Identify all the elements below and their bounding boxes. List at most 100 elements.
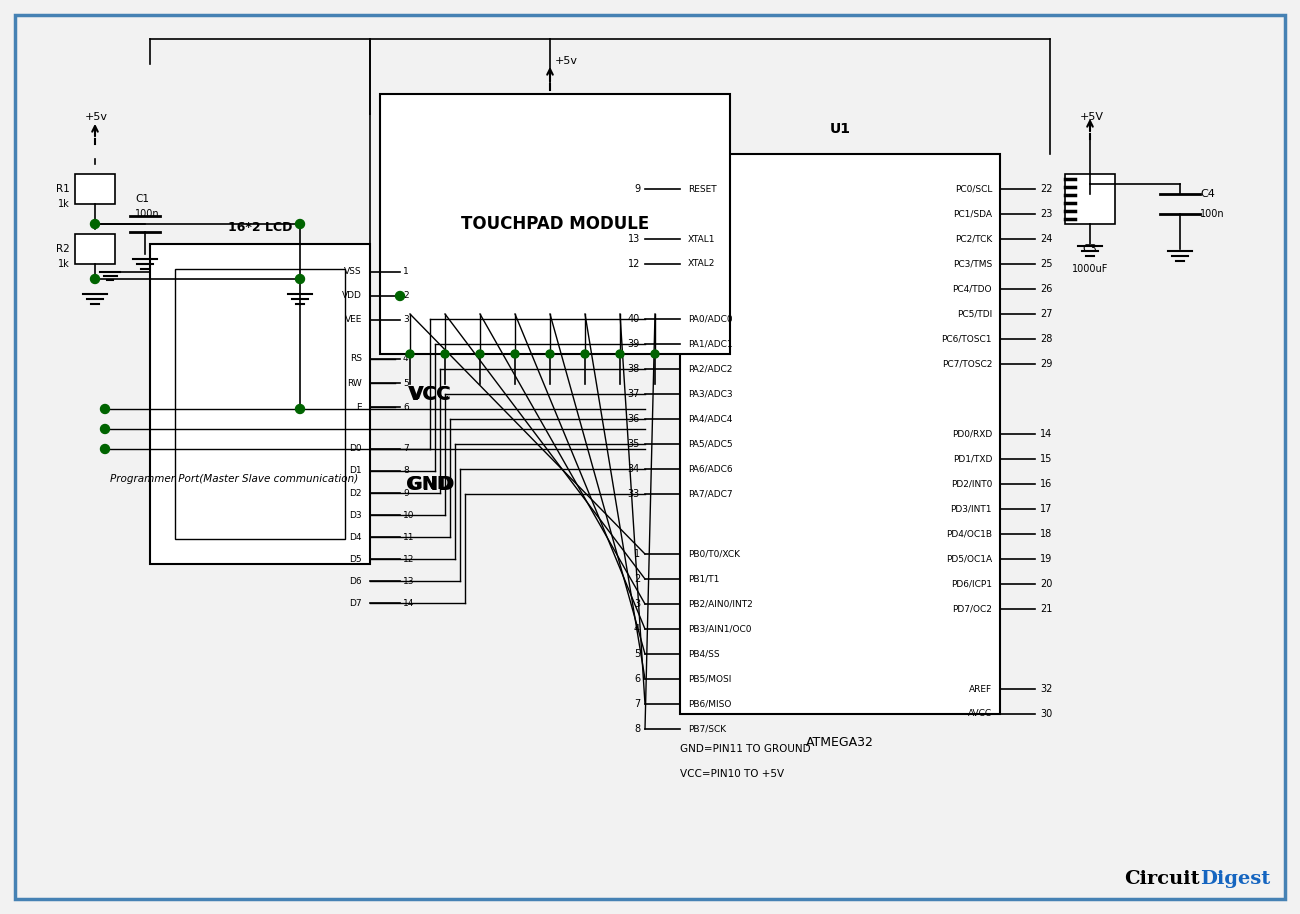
Text: GND: GND — [406, 474, 454, 494]
Text: 15: 15 — [1040, 454, 1053, 464]
Text: 1k: 1k — [58, 199, 70, 209]
Circle shape — [476, 350, 484, 358]
Text: 6: 6 — [403, 402, 408, 411]
Text: 39: 39 — [628, 339, 640, 349]
Text: 1000uF: 1000uF — [1071, 264, 1108, 274]
Circle shape — [295, 405, 304, 413]
Text: RW: RW — [347, 378, 361, 388]
Text: D5: D5 — [350, 555, 361, 564]
Circle shape — [546, 350, 554, 358]
Text: GND: GND — [408, 475, 452, 493]
FancyBboxPatch shape — [75, 234, 114, 264]
Text: PB1/T1: PB1/T1 — [688, 575, 719, 583]
Text: 40: 40 — [628, 314, 640, 324]
Text: PA4/ADC4: PA4/ADC4 — [688, 415, 732, 423]
Text: 25: 25 — [1040, 259, 1053, 269]
Text: D4: D4 — [350, 533, 361, 541]
FancyBboxPatch shape — [150, 244, 370, 564]
Text: 32: 32 — [1040, 684, 1053, 694]
Text: PB4/SS: PB4/SS — [688, 650, 720, 658]
Text: D1: D1 — [350, 466, 361, 475]
Circle shape — [581, 350, 589, 358]
Text: E: E — [356, 402, 361, 411]
Circle shape — [406, 350, 413, 358]
Circle shape — [100, 444, 109, 453]
Text: Digest: Digest — [1200, 870, 1270, 888]
FancyBboxPatch shape — [75, 174, 114, 204]
Text: VEE: VEE — [344, 315, 361, 324]
Text: 9: 9 — [403, 488, 408, 497]
Text: 2: 2 — [403, 292, 408, 301]
Text: 9: 9 — [634, 184, 640, 194]
Text: 18: 18 — [1040, 529, 1052, 539]
Circle shape — [651, 350, 659, 358]
Text: PB6/MISO: PB6/MISO — [688, 699, 732, 708]
Text: PA3/ADC3: PA3/ADC3 — [688, 389, 733, 399]
Text: VSS: VSS — [344, 268, 361, 277]
Text: AVCC: AVCC — [968, 709, 992, 718]
Text: 34: 34 — [628, 464, 640, 474]
Text: 5: 5 — [403, 378, 408, 388]
Text: RESET: RESET — [688, 185, 716, 194]
Text: PC1/SDA: PC1/SDA — [953, 209, 992, 218]
Circle shape — [295, 274, 304, 283]
Text: PC4/TDO: PC4/TDO — [953, 284, 992, 293]
Text: 13: 13 — [628, 234, 640, 244]
Text: PD4/OC1B: PD4/OC1B — [946, 529, 992, 538]
Text: 12: 12 — [628, 259, 640, 269]
Text: 37: 37 — [628, 389, 640, 399]
Text: 100n: 100n — [135, 209, 160, 219]
Text: PA0/ADC0: PA0/ADC0 — [688, 314, 733, 324]
Circle shape — [616, 350, 624, 358]
Text: 3: 3 — [403, 315, 408, 324]
Text: VCC: VCC — [410, 385, 450, 403]
Text: PB7/SCK: PB7/SCK — [688, 725, 727, 734]
Text: 11: 11 — [403, 533, 415, 541]
Text: 29: 29 — [1040, 359, 1053, 369]
Text: 21: 21 — [1040, 604, 1053, 614]
Text: PB2/AIN0/INT2: PB2/AIN0/INT2 — [688, 600, 753, 609]
Text: RS: RS — [350, 355, 361, 364]
Text: Circuit: Circuit — [1124, 870, 1200, 888]
Text: VCC: VCC — [408, 385, 452, 403]
Text: C1: C1 — [135, 194, 150, 204]
Text: PC5/TDI: PC5/TDI — [957, 310, 992, 318]
Text: PD2/INT0: PD2/INT0 — [950, 480, 992, 488]
Text: 1: 1 — [403, 268, 408, 277]
FancyBboxPatch shape — [1065, 174, 1115, 224]
Text: +5V: +5V — [1080, 112, 1104, 122]
Circle shape — [295, 219, 304, 228]
Text: R1: R1 — [56, 184, 70, 194]
Text: PD0/RXD: PD0/RXD — [952, 430, 992, 439]
Text: PD1/TXD: PD1/TXD — [953, 454, 992, 463]
Text: Programmer Port(Master Slave communication): Programmer Port(Master Slave communicati… — [111, 474, 359, 484]
Text: PD7/OC2: PD7/OC2 — [952, 604, 992, 613]
Text: 38: 38 — [628, 364, 640, 374]
Text: AREF: AREF — [968, 685, 992, 694]
Text: D2: D2 — [350, 488, 361, 497]
Circle shape — [100, 424, 109, 433]
Text: 27: 27 — [1040, 309, 1053, 319]
Text: PA6/ADC6: PA6/ADC6 — [688, 464, 733, 473]
Text: 10: 10 — [403, 511, 415, 519]
Text: 13: 13 — [403, 577, 415, 586]
Text: C4: C4 — [1200, 189, 1216, 199]
Circle shape — [91, 219, 100, 228]
Text: PA5/ADC5: PA5/ADC5 — [688, 440, 733, 449]
Text: 1: 1 — [634, 549, 640, 559]
Text: 22: 22 — [1040, 184, 1053, 194]
Circle shape — [441, 350, 448, 358]
Text: 5: 5 — [634, 649, 640, 659]
Text: PD5/OC1A: PD5/OC1A — [946, 555, 992, 564]
Text: C3: C3 — [1083, 244, 1097, 254]
Text: 3: 3 — [634, 599, 640, 609]
Text: 24: 24 — [1040, 234, 1053, 244]
Text: XTAL1: XTAL1 — [688, 235, 715, 243]
Text: 17: 17 — [1040, 504, 1053, 514]
Text: 8: 8 — [634, 724, 640, 734]
Text: PA1/ADC1: PA1/ADC1 — [688, 339, 733, 348]
FancyBboxPatch shape — [680, 154, 1000, 714]
Text: 4: 4 — [634, 624, 640, 634]
Text: 1k: 1k — [58, 259, 70, 269]
Text: D7: D7 — [350, 599, 361, 608]
